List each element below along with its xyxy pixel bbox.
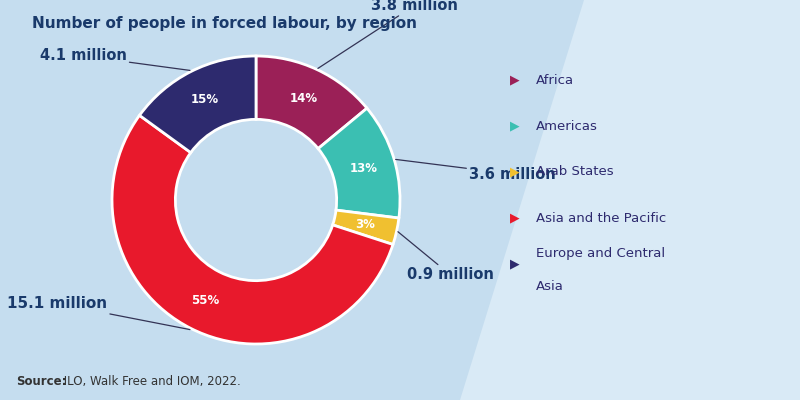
Text: ▶: ▶ <box>510 74 520 86</box>
Text: ILO, Walk Free and IOM, 2022.: ILO, Walk Free and IOM, 2022. <box>60 375 241 388</box>
Text: Africa: Africa <box>536 74 574 86</box>
Text: Asia and the Pacific: Asia and the Pacific <box>536 212 666 224</box>
Wedge shape <box>256 56 367 148</box>
Text: Asia: Asia <box>536 280 564 292</box>
Text: Source:: Source: <box>16 375 66 388</box>
Text: Number of people in forced labour, by region: Number of people in forced labour, by re… <box>32 16 417 31</box>
Text: 55%: 55% <box>191 294 219 306</box>
Text: Arab States: Arab States <box>536 166 614 178</box>
Text: ▶: ▶ <box>510 212 520 224</box>
Text: 14%: 14% <box>290 92 318 105</box>
Text: Americas: Americas <box>536 120 598 132</box>
Text: ▶: ▶ <box>510 258 520 270</box>
Wedge shape <box>318 108 400 218</box>
Text: 4.1 million: 4.1 million <box>40 48 190 70</box>
Text: 0.9 million: 0.9 million <box>398 232 494 282</box>
Text: 13%: 13% <box>350 162 378 175</box>
Text: Europe and Central: Europe and Central <box>536 248 665 260</box>
Text: ▶: ▶ <box>510 120 520 132</box>
Text: 3.8 million: 3.8 million <box>318 0 458 68</box>
Text: ▶: ▶ <box>510 166 520 178</box>
Text: 15.1 million: 15.1 million <box>7 296 190 330</box>
Wedge shape <box>333 210 399 244</box>
Text: 3.6 million: 3.6 million <box>396 160 556 182</box>
Text: 15%: 15% <box>191 94 219 106</box>
Wedge shape <box>112 115 393 344</box>
Wedge shape <box>139 56 256 153</box>
Text: 3%: 3% <box>356 218 375 231</box>
